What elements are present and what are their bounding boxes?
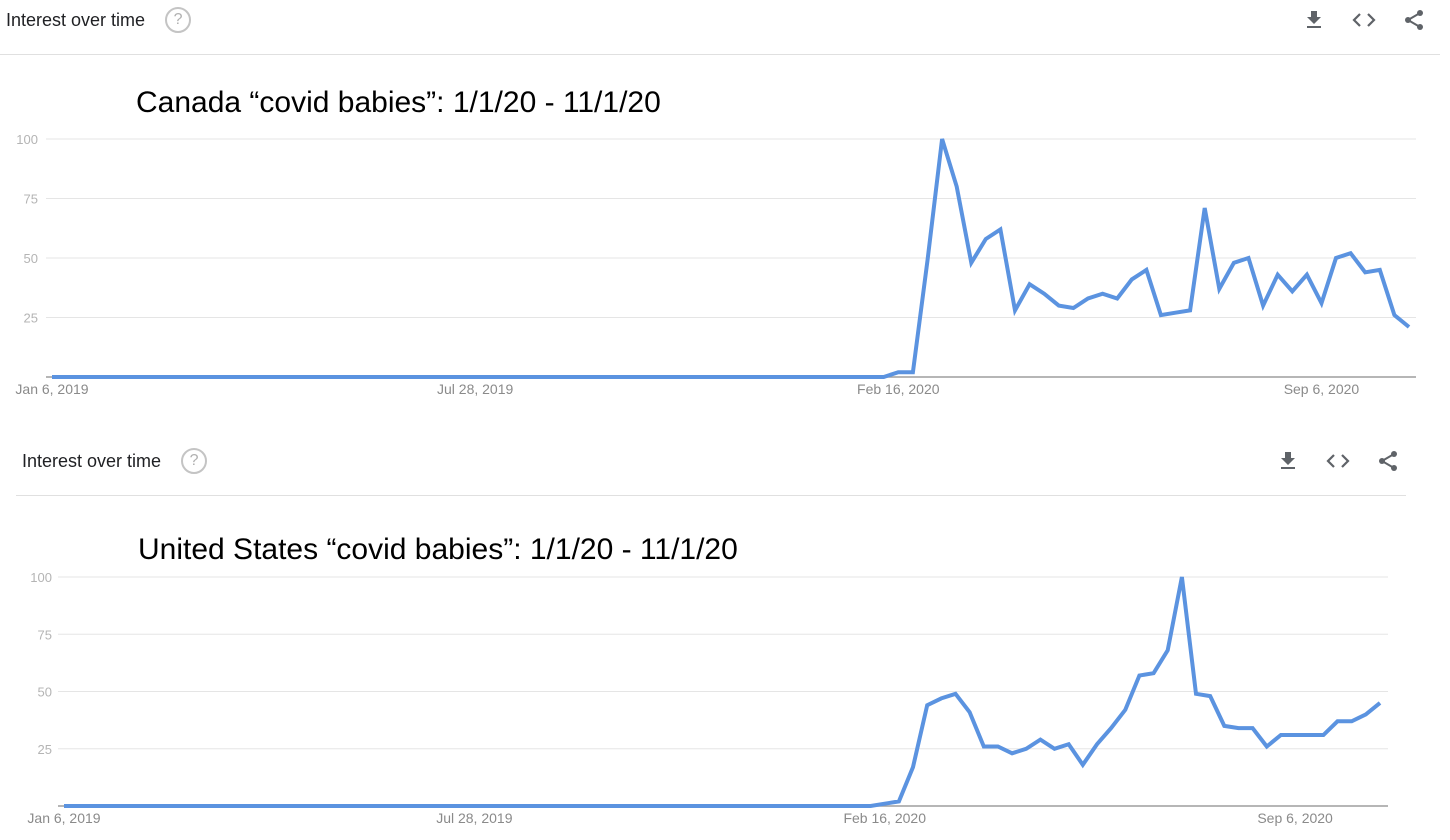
x-tick-label: Feb 16, 2020 [857, 381, 940, 397]
embed-icon[interactable] [1324, 447, 1352, 475]
x-tick-label: Jul 28, 2019 [437, 381, 513, 397]
chart-united-states: 25 50 75 100 Jan 6, 2019 Jul 28, 2019 Feb 16, … [27, 570, 1388, 826]
y-tick-label: 75 [24, 192, 38, 207]
y-tick-label: 25 [24, 311, 38, 326]
panel-1-actions [1278, 6, 1428, 34]
embed-icon[interactable] [1350, 6, 1378, 34]
panel-1-divider [0, 54, 1440, 55]
download-icon[interactable] [1300, 6, 1328, 34]
x-tick-label: Jan 6, 2019 [27, 810, 100, 826]
y-tick-label: 100 [30, 570, 52, 585]
x-tick-label: Jan 6, 2019 [15, 381, 88, 397]
share-icon[interactable] [1400, 6, 1428, 34]
y-tick-label: 75 [38, 627, 52, 642]
share-icon[interactable] [1374, 447, 1402, 475]
panel-title: Interest over time [6, 9, 146, 30]
chart-canada: 25 50 75 100 Jan 6, 2019 Jul 28, 2019 Feb 16, … [15, 132, 1416, 397]
help-icon[interactable]: ? [165, 7, 192, 33]
x-tick-label: Feb 16, 2020 [843, 810, 926, 826]
chart-2-caption: United States “covid babies”: 1/1/20 - 1… [138, 533, 738, 566]
x-tick-label: Sep 6, 2020 [1284, 381, 1360, 397]
series-line [64, 576, 1382, 808]
y-tick-label: 50 [38, 685, 52, 700]
y-tick-label: 50 [24, 251, 38, 266]
help-icon[interactable]: ? [181, 448, 208, 474]
series-line [52, 138, 1411, 379]
x-tick-label: Jul 28, 2019 [436, 810, 512, 826]
y-tick-label: 100 [16, 132, 38, 147]
panel-2-divider [16, 495, 1406, 496]
chart-1-caption: Canada “covid babies”: 1/1/20 - 11/1/20 [136, 86, 661, 119]
y-tick-label: 25 [38, 742, 52, 757]
download-icon[interactable] [1274, 447, 1302, 475]
panel-1-header: Interest over time ? [6, 0, 192, 40]
panel-2-header: Interest over time ? [22, 441, 208, 481]
panel-2-actions [1252, 447, 1402, 475]
x-tick-label: Sep 6, 2020 [1257, 810, 1333, 826]
panel-title: Interest over time [22, 450, 162, 471]
